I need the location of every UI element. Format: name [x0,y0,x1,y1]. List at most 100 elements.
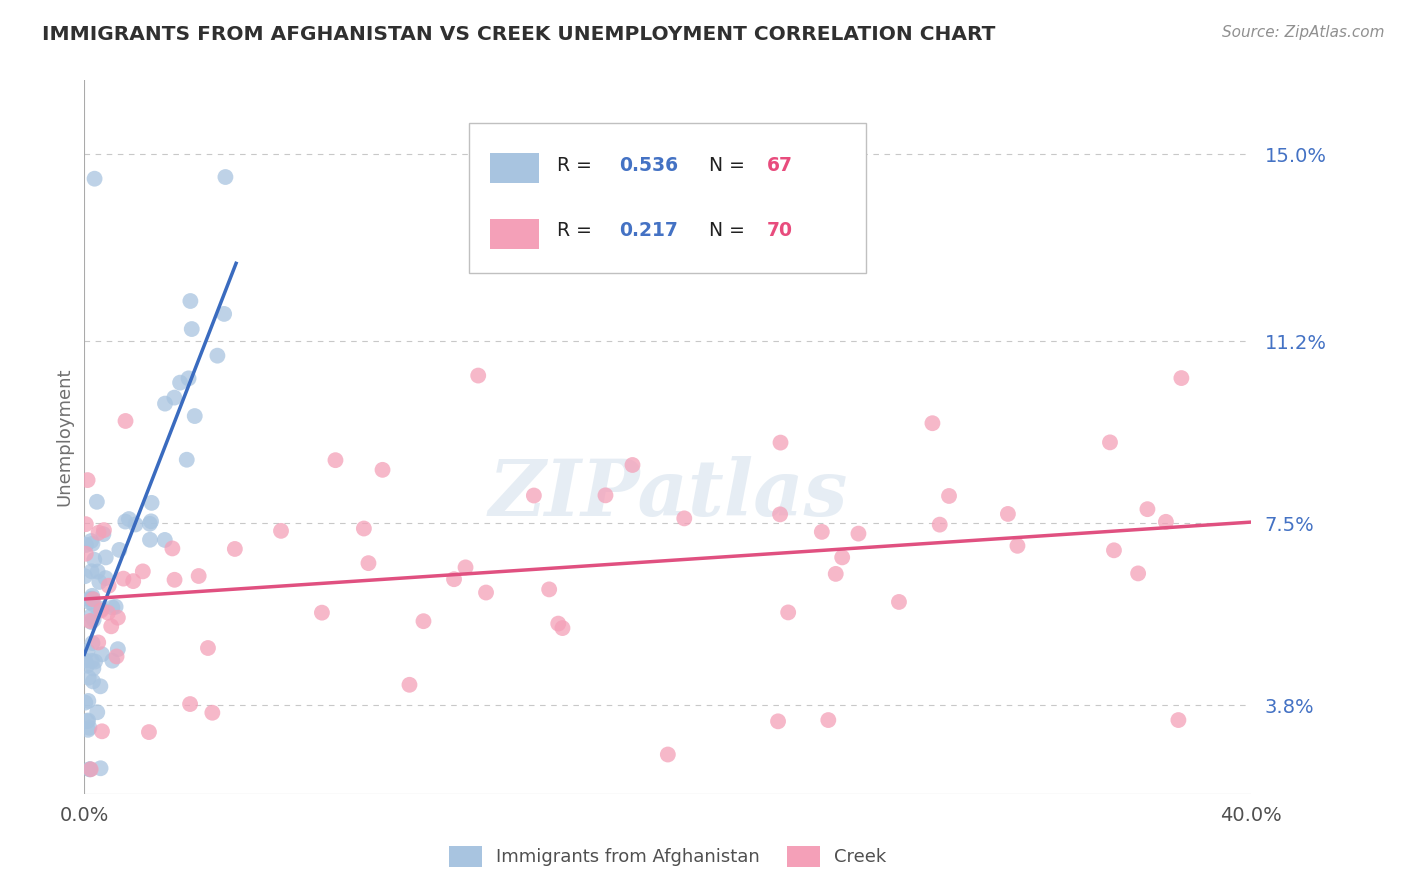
Point [887,595,910,609]
Point [138,725,160,739]
Point [90,602,112,616]
Point [1102,543,1125,558]
Point [87,635,110,649]
Text: ZIPatlas: ZIPatlas [488,456,848,533]
Point [1007,539,1029,553]
Point [443,572,465,586]
Point [547,616,569,631]
Point [80,654,103,668]
Point [82,636,104,650]
Point [79,762,101,776]
Point [77,694,100,708]
Point [94,550,117,565]
Point [80,615,103,629]
Point [83,553,105,567]
Point [778,606,800,620]
Point [76,473,98,487]
Point [1154,515,1177,529]
Point [114,414,136,428]
Point [82,661,104,675]
Point [80,608,103,623]
Point [766,714,789,729]
Point [325,453,347,467]
Point [139,514,162,528]
Point [76,644,98,658]
Point [79,762,101,776]
Point [75,696,97,710]
Point [207,349,229,363]
Point [89,679,111,693]
Text: N =: N = [709,155,751,175]
Point [153,533,176,547]
Point [82,589,104,603]
Y-axis label: Unemployment: Unemployment [55,368,73,507]
Point [551,621,574,635]
Text: 70: 70 [768,221,793,241]
Point [467,368,489,383]
Point [94,571,117,585]
FancyBboxPatch shape [491,219,540,249]
Point [93,523,115,537]
Point [769,435,792,450]
Point [1126,566,1149,581]
Text: 0.217: 0.217 [619,221,678,241]
Point [1098,435,1121,450]
Point [86,495,108,509]
Text: Source: ZipAtlas.com: Source: ZipAtlas.com [1222,25,1385,40]
Point [1170,371,1192,385]
Point [101,654,124,668]
Point [80,564,103,578]
Point [475,585,498,599]
Point [108,542,131,557]
Point [89,574,111,589]
Point [76,714,98,729]
Point [86,705,108,719]
Point [118,512,141,526]
Text: 67: 67 [768,155,793,175]
Point [153,396,176,410]
Point [90,603,112,617]
Point [101,600,124,615]
Text: N =: N = [709,221,751,241]
Point [86,565,108,579]
Point [75,653,97,667]
Point [139,533,162,547]
Text: R =: R = [557,155,598,175]
Point [831,550,853,565]
Point [928,517,950,532]
Point [107,610,129,624]
Point [104,599,127,614]
Point [124,517,146,532]
Point [848,526,870,541]
Point [673,511,696,525]
Text: IMMIGRANTS FROM AFGHANISTAN VS CREEK UNEMPLOYMENT CORRELATION CHART: IMMIGRANTS FROM AFGHANISTAN VS CREEK UNE… [42,25,995,44]
Point [398,678,420,692]
Point [163,391,186,405]
Point [82,674,104,689]
Point [162,541,184,556]
Point [412,614,434,628]
Point [105,649,128,664]
Point [179,697,201,711]
Point [817,713,839,727]
FancyBboxPatch shape [491,153,540,183]
Point [114,515,136,529]
Point [76,658,98,673]
Point [97,579,120,593]
Legend: Immigrants from Afghanistan, Creek: Immigrants from Afghanistan, Creek [450,847,886,867]
Point [97,606,120,620]
Point [75,517,97,532]
Point [79,721,101,735]
Point [77,723,100,737]
Point [83,171,105,186]
Point [122,574,145,588]
Point [79,595,101,609]
Point [169,376,191,390]
Point [77,714,100,728]
Point [187,569,209,583]
Point [139,516,162,531]
Point [82,537,104,551]
Point [132,565,155,579]
Point [224,541,246,556]
Point [79,614,101,628]
